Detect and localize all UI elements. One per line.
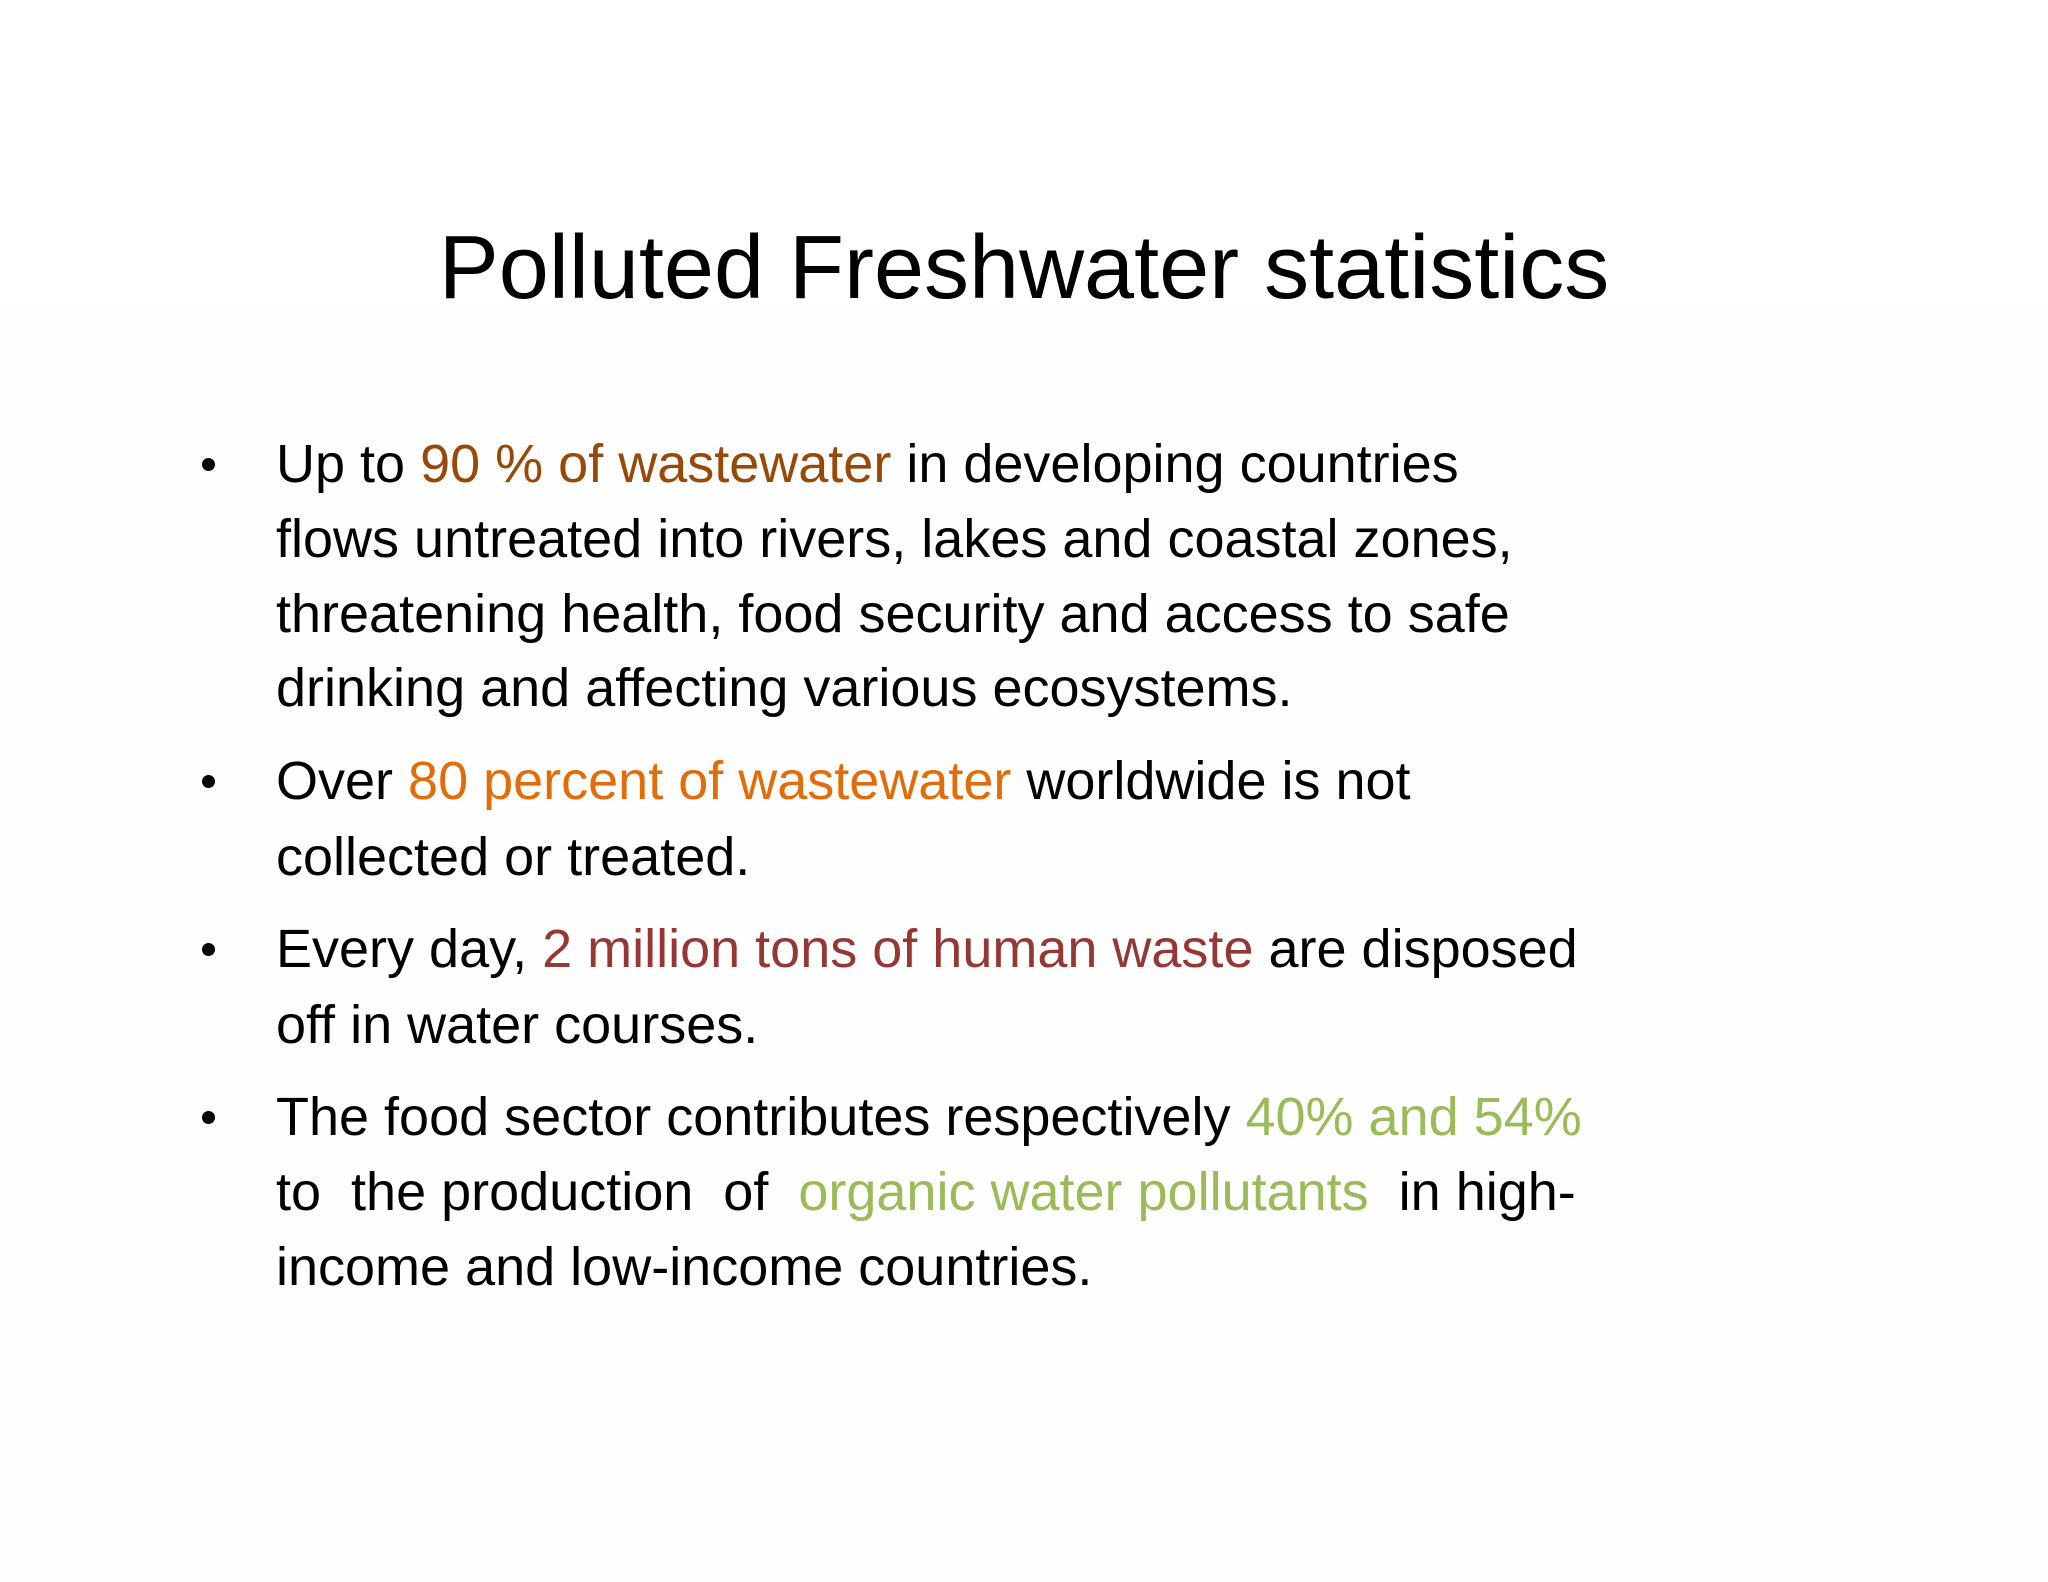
highlight-text: 80 percent of wastewater — [408, 751, 1012, 811]
bullet-text: Up to — [276, 434, 421, 494]
bullet-line: Over 80 percent of wastewater worldwide … — [276, 746, 1411, 816]
bullet-text: Every day, — [276, 919, 543, 979]
highlight-text: 2 million tons of human waste — [542, 919, 1254, 979]
bullet-line: collected or treated. — [276, 822, 750, 892]
bullet-line: flows untreated into rivers, lakes and c… — [276, 504, 1513, 574]
highlight-text: 90 % of wastewater — [420, 434, 892, 494]
bullet-text: drinking and affecting various ecosystem… — [276, 658, 1293, 718]
bullet-line: off in water courses. — [276, 990, 758, 1060]
bullet-text: off in water courses. — [276, 995, 759, 1055]
bullet-line: Up to 90 % of wastewater in developing c… — [276, 429, 1459, 499]
bullet-text: The food sector contributes respectively — [276, 1087, 1246, 1147]
bullet-text: in developing countries — [891, 434, 1459, 494]
bullet-text: flows untreated into rivers, lakes and c… — [276, 509, 1513, 569]
bullet-line: income and low-income countries. — [276, 1232, 1092, 1302]
highlight-text: 40% and 54% — [1245, 1087, 1582, 1147]
bullet-dot — [202, 943, 215, 956]
bullet-line: threatening health, food security and ac… — [276, 579, 1510, 649]
bullet-dot — [202, 458, 215, 471]
bullet-text: in high- — [1368, 1162, 1576, 1222]
bullet-line: Every day, 2 million tons of human waste… — [276, 914, 1578, 984]
bullet-line: The food sector contributes respectively… — [276, 1082, 1582, 1152]
bullet-text: are disposed — [1253, 919, 1578, 979]
bullet-dot — [202, 775, 215, 788]
bullet-text: worldwide is not — [1011, 751, 1411, 811]
bullet-line: drinking and affecting various ecosystem… — [276, 653, 1293, 723]
bullet-dot — [202, 1111, 215, 1124]
bullet-line: to the production of organic water pollu… — [276, 1157, 1576, 1227]
bullet-text: to the production of — [276, 1162, 799, 1222]
bullet-text: income and low-income countries. — [276, 1237, 1093, 1297]
bullet-text: collected or treated. — [276, 827, 751, 887]
bullet-text: threatening health, food security and ac… — [276, 584, 1510, 644]
bullet-text: Over — [276, 751, 409, 811]
slide-title: Polluted Freshwater statistics — [438, 218, 1610, 318]
highlight-text: organic water pollutants — [798, 1162, 1369, 1222]
